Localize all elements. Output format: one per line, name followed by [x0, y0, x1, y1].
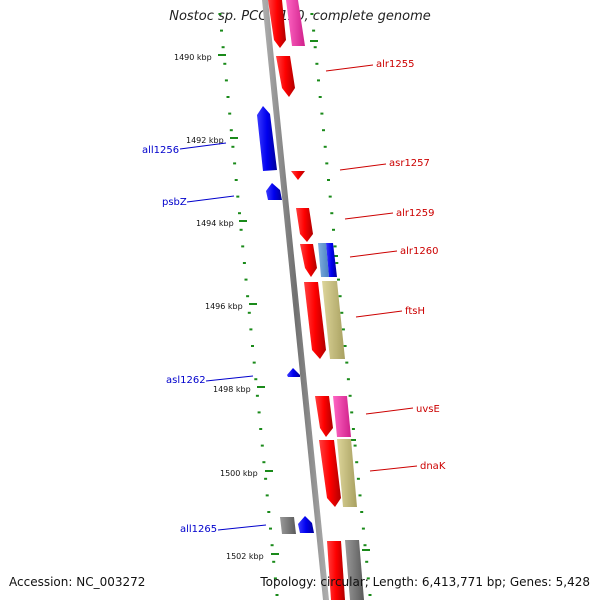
label-ftsH[interactable]: ftsH [405, 306, 425, 317]
gene-bottom-forward[interactable] [327, 541, 345, 600]
gene-alr1260[interactable] [300, 244, 317, 277]
accession-text: Accession: NC_003272 [9, 575, 146, 589]
leader-asl1262 [205, 375, 254, 382]
label-all1265[interactable]: all1265 [180, 524, 217, 535]
gene-psbZ[interactable] [266, 183, 282, 200]
gene-all1256[interactable] [257, 106, 277, 171]
label-asl1262[interactable]: asl1262 [166, 375, 206, 386]
gene-labels: alr1255 all1256 asr1257 psbZ alr1259 alr… [142, 59, 446, 535]
feature-dnaK-khaki [337, 439, 357, 507]
label-uvsE[interactable]: uvsE [416, 404, 440, 415]
reverse-genes [257, 106, 314, 534]
gene-asr1257[interactable] [291, 171, 305, 180]
genome-backbone [262, 0, 329, 600]
genome-summary-text: Topology: circular; Length: 6,413,771 bp… [260, 575, 590, 589]
gene-ftsH[interactable] [304, 282, 326, 359]
feature-alr1260-lightblue [318, 243, 329, 277]
scale-rail-right [310, 13, 372, 596]
leader-alr1259 [344, 212, 394, 220]
label-alr1259[interactable]: alr1259 [396, 208, 434, 219]
feature-uvsE-pink [333, 396, 351, 437]
leader-uvsE [365, 407, 414, 415]
label-alr1260[interactable]: alr1260 [400, 246, 438, 257]
forward-genes [268, 0, 364, 600]
label-all1256[interactable]: all1256 [142, 145, 179, 156]
scale-label-1492: 1492 kbp [186, 136, 224, 145]
label-psbZ[interactable]: psbZ [162, 197, 187, 208]
leader-all1256 [179, 142, 227, 150]
feature-bottom-gray [345, 540, 364, 600]
leader-all1265 [217, 524, 267, 531]
feature-top-pink [286, 0, 305, 46]
feature-ftsH-khaki [322, 281, 345, 359]
scale-label-1494: 1494 kbp [196, 219, 234, 228]
scale-label-1500: 1500 kbp [220, 469, 258, 478]
gene-all1265[interactable] [298, 516, 314, 533]
gene-alr1255[interactable] [276, 56, 295, 97]
scale-label-1498: 1498 kbp [213, 385, 251, 394]
feature-alr1260-blue [326, 243, 337, 277]
leader-psbZ [186, 195, 235, 203]
label-dnaK[interactable]: dnaK [420, 461, 446, 472]
scale-label-1502: 1502 kbp [226, 552, 264, 561]
leader-dnaK [369, 465, 418, 472]
leader-alr1255 [325, 64, 374, 72]
label-asr1257[interactable]: asr1257 [389, 158, 430, 169]
scale-label-1496: 1496 kbp [205, 302, 243, 311]
leader-alr1260 [349, 250, 398, 258]
leader-asr1257 [339, 163, 387, 171]
label-alr1255[interactable]: alr1255 [376, 59, 414, 70]
scale-rail-left [218, 13, 279, 596]
scale-labels: 1490 kbp 1492 kbp 1494 kbp 1496 kbp 1498… [174, 40, 370, 561]
scale-label-1490: 1490 kbp [174, 53, 212, 62]
gene-asl1262[interactable] [287, 368, 300, 377]
gene-dnaK[interactable] [319, 440, 341, 507]
gene-top-forward[interactable] [268, 0, 286, 48]
feature-all1265-gray [280, 517, 296, 534]
gene-alr1259[interactable] [296, 208, 313, 242]
leader-ftsH [355, 310, 403, 318]
gene-uvsE[interactable] [315, 396, 333, 437]
